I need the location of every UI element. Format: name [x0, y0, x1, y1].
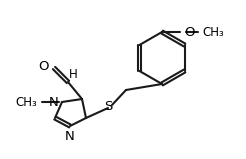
- Text: H: H: [69, 68, 78, 81]
- Text: N: N: [65, 130, 75, 143]
- Text: S: S: [104, 100, 112, 114]
- Text: O: O: [39, 59, 49, 73]
- Text: O: O: [184, 25, 195, 38]
- Text: CH₃: CH₃: [202, 25, 224, 38]
- Text: N: N: [49, 96, 59, 108]
- Text: CH₃: CH₃: [15, 96, 37, 108]
